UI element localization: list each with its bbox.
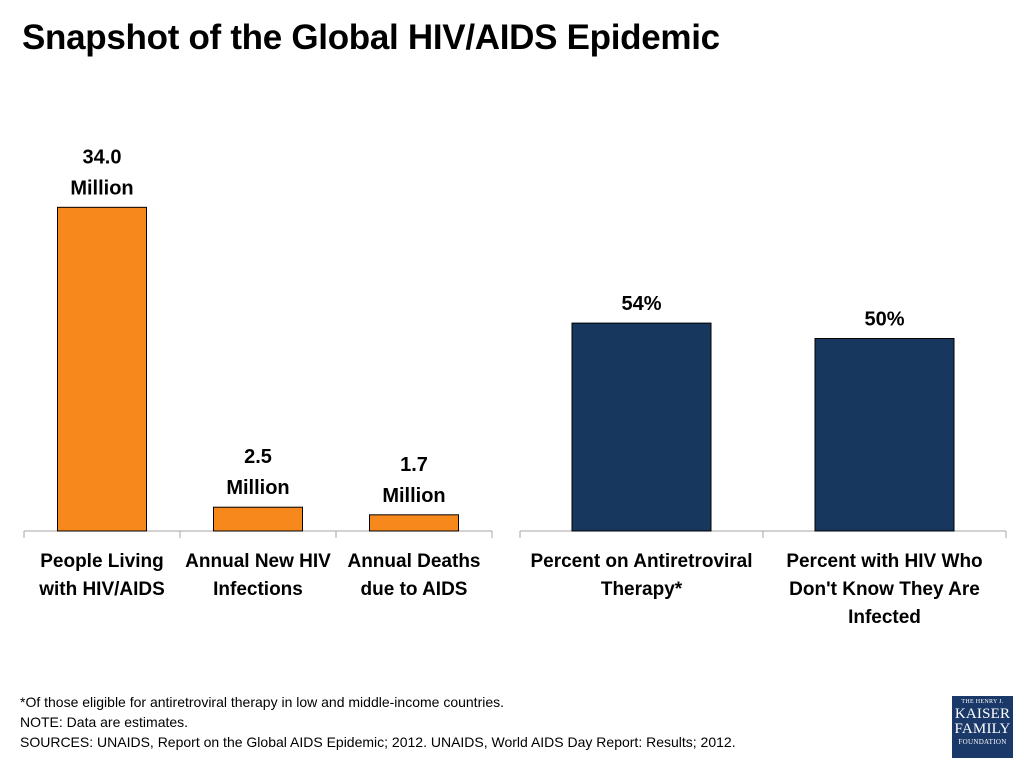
category-label: with HIV/AIDS [38,579,165,600]
data-label: 50% [864,309,904,331]
category-label: Therapy* [601,579,683,600]
category-label: Infections [213,579,303,600]
data-label: 34.0 [83,146,122,168]
footnote-eligibility: *Of those eligible for antiretroviral th… [20,694,505,710]
footnote-note: NOTE: Data are estimates. [20,714,189,730]
bar [369,514,459,532]
bar [814,338,955,532]
footnote-sources: SOURCES: UNAIDS, Report on the Global AI… [20,734,736,750]
category-label: Don't Know They Are [789,579,980,600]
logo-line-3: FAMILY [954,721,1011,737]
footnotes: *Of those eligible for antiretroviral th… [20,692,736,752]
category-label: Annual New HIV [185,551,331,572]
chart-title: Snapshot of the Global HIV/AIDS Epidemic [22,18,720,57]
data-label: 54% [621,293,661,315]
data-label: Million [382,485,445,507]
charts: 34.0 Million People Living with HIV/AIDS 2.5… [23,146,1007,628]
category-label: Annual Deaths [347,551,480,572]
data-label: 1.7 [400,454,428,476]
data-label: Million [70,177,133,199]
category-label: Infected [848,607,921,628]
bar [57,206,147,532]
bar [571,322,712,532]
category-label: Percent with HIV Who [786,551,982,572]
category-label: Percent on Antiretroviral [530,551,752,572]
logo-line-1: THE HENRY J. [961,699,1004,705]
kaiser-family-foundation-logo: THE HENRY J. KAISER FAMILY FOUNDATION [952,696,1013,758]
data-label: Million [226,477,289,499]
logo-line-4: FOUNDATION [958,738,1007,746]
logo-line-2: KAISER [954,706,1011,722]
data-label: 2.5 [244,446,272,468]
category-label: People Living [40,551,164,572]
category-label: due to AIDS [361,579,468,600]
bar [213,506,303,532]
